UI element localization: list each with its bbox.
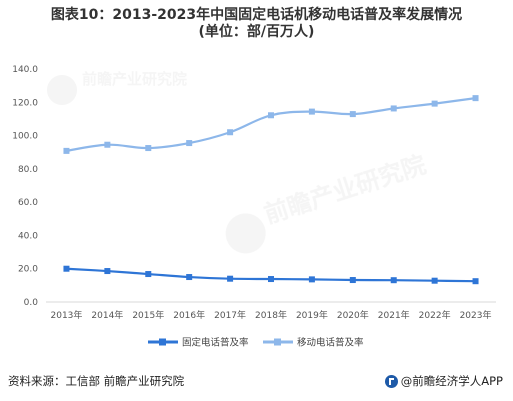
x-tick-label: 2013年 (51, 309, 83, 321)
y-tick-label: 140.0 (12, 65, 38, 75)
chart-title: 图表10：2013-2023年中国固定电话机移动电话普及率发展情况 (50, 7, 463, 23)
data-point (472, 95, 479, 102)
data-point (227, 129, 234, 136)
x-tick-label: 2015年 (132, 309, 164, 321)
data-point (431, 277, 438, 284)
y-tick-label: 20.0 (18, 265, 38, 275)
y-tick-label: 40.0 (18, 231, 38, 241)
series-line-1 (66, 97, 476, 152)
x-tick-label: 2017年 (214, 309, 246, 321)
data-point (431, 100, 438, 107)
data-point (349, 111, 356, 118)
data-point (472, 278, 479, 285)
data-point (349, 277, 356, 284)
y-tick-label: 100.0 (12, 132, 38, 142)
data-point (390, 277, 397, 284)
x-tick-label: 2020年 (337, 309, 369, 321)
watermark: 前瞻产业研究院 前瞻产业研究院 (47, 70, 429, 254)
x-tick-label: 2018年 (255, 309, 287, 321)
data-point (390, 105, 397, 112)
y-tick-label: 0.0 (24, 298, 39, 308)
y-tick-label: 60.0 (18, 198, 38, 208)
x-tick-label: 2023年 (460, 309, 492, 321)
x-tick-label: 2021年 (378, 309, 410, 321)
data-point (186, 274, 193, 281)
legend: 固定电话普及率 移动电话普及率 (148, 337, 364, 349)
series-group (63, 95, 479, 285)
chart-subtitle: (单位：部/百万人) (198, 24, 315, 40)
data-point (104, 268, 111, 275)
data-point (308, 108, 315, 115)
x-tick-label: 2019年 (296, 309, 328, 321)
data-point (145, 271, 152, 278)
legend-marker-fixed (159, 338, 166, 346)
data-point (227, 275, 234, 282)
data-point (104, 141, 111, 148)
brand-logo-icon (384, 374, 398, 388)
data-point (308, 276, 315, 283)
watermark-text-1: 前瞻产业研究院 (82, 70, 187, 88)
legend-label-mobile: 移动电话普及率 (297, 337, 364, 349)
y-axis-ticks: 0.0 20.0 40.0 60.0 80.0 100.0 120.0 140.0 (12, 65, 38, 308)
legend-marker-mobile (274, 338, 281, 346)
data-point (63, 147, 70, 154)
watermark-text-2: 前瞻产业研究院 (261, 150, 429, 229)
data-point (63, 265, 70, 272)
x-tick-label: 2016年 (173, 309, 205, 321)
data-point (268, 112, 274, 119)
data-point (268, 276, 274, 283)
source-note: 资料来源：工信部 前瞻产业研究院 (8, 374, 185, 388)
data-point (186, 140, 193, 147)
x-axis-ticks: 2013年 2014年 2015年 2016年 2017年 2018年 2019年 2020年… (51, 309, 492, 321)
legend-label-fixed: 固定电话普及率 (182, 337, 249, 349)
x-tick-label: 2014年 (91, 309, 123, 321)
data-point (145, 145, 152, 152)
y-tick-label: 80.0 (18, 165, 38, 175)
x-tick-label: 2022年 (419, 309, 451, 321)
brand-credit-text: @前瞻经济学人APP (400, 374, 503, 388)
brand-credit: @前瞻经济学人APP (384, 373, 503, 389)
y-tick-label: 120.0 (12, 98, 38, 108)
